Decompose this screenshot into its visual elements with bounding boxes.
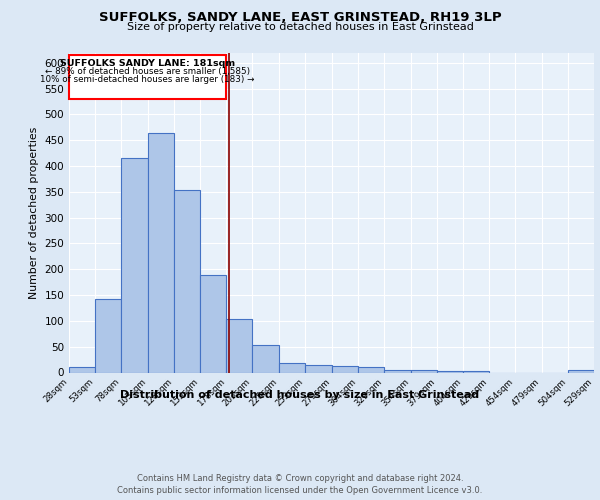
Bar	[568, 370, 594, 372]
Bar	[200, 276, 226, 372]
Text: Contains HM Land Registry data © Crown copyright and database right 2024.: Contains HM Land Registry data © Crown c…	[137, 474, 463, 483]
Bar	[148, 133, 174, 372]
Bar	[278, 363, 305, 372]
Bar	[95, 299, 121, 372]
Bar	[69, 368, 95, 372]
Bar	[174, 190, 200, 372]
Text: SUFFOLKS, SANDY LANE, EAST GRINSTEAD, RH19 3LP: SUFFOLKS, SANDY LANE, EAST GRINSTEAD, RH…	[98, 11, 502, 24]
Bar	[410, 370, 437, 372]
Bar	[358, 367, 385, 372]
Bar	[121, 158, 148, 372]
Text: Distribution of detached houses by size in East Grinstead: Distribution of detached houses by size …	[121, 390, 479, 400]
Bar	[463, 371, 489, 372]
Y-axis label: Number of detached properties: Number of detached properties	[29, 126, 39, 298]
Bar	[332, 366, 358, 372]
Bar	[437, 371, 463, 372]
FancyBboxPatch shape	[69, 55, 226, 99]
Text: SUFFOLKS SANDY LANE: 181sqm: SUFFOLKS SANDY LANE: 181sqm	[60, 58, 235, 68]
Bar	[253, 345, 278, 372]
Bar	[226, 319, 253, 372]
Text: ← 89% of detached houses are smaller (1,585): ← 89% of detached houses are smaller (1,…	[45, 67, 250, 76]
Text: Size of property relative to detached houses in East Grinstead: Size of property relative to detached ho…	[127, 22, 473, 32]
Text: Contains public sector information licensed under the Open Government Licence v3: Contains public sector information licen…	[118, 486, 482, 495]
Bar	[305, 365, 332, 372]
Text: 10% of semi-detached houses are larger (183) →: 10% of semi-detached houses are larger (…	[40, 75, 255, 84]
Bar	[385, 370, 410, 372]
